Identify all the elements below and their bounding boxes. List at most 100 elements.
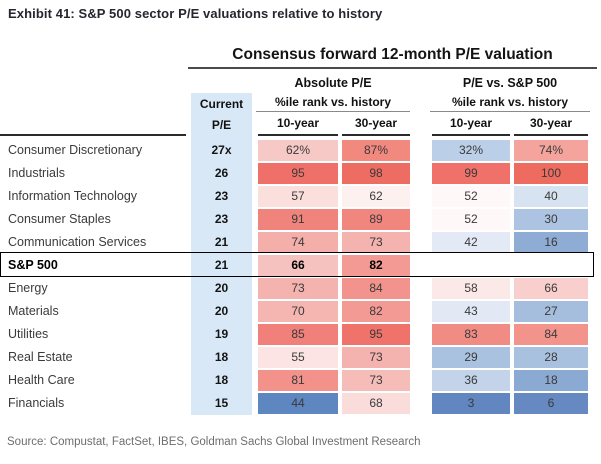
table-row: Consumer Discretionary 27x 62% 87% 32% 74% <box>0 139 601 162</box>
cell-abs30: 73 <box>342 347 410 368</box>
sector-label: Financials <box>8 396 65 410</box>
sector-label: Utilities <box>8 327 49 341</box>
current-pe-value: 18 <box>214 373 229 387</box>
sector-label: Consumer Staples <box>8 212 111 226</box>
exhibit-title: Exhibit 41: S&P 500 sector P/E valuation… <box>8 6 383 21</box>
current-pe-column-background <box>191 93 252 415</box>
cell-rel10: 3 <box>432 393 510 414</box>
cell-rel30: 30 <box>514 209 588 230</box>
current-pe-header-line2: P/E <box>211 118 232 132</box>
sector-label: Consumer Discretionary <box>8 143 143 157</box>
sector-label: Industrials <box>8 166 65 180</box>
current-pe-value: 20 <box>214 281 229 295</box>
col-header-rel-30yr: 30-year <box>514 116 588 136</box>
cell-abs10: 70 <box>258 301 338 322</box>
col-header-abs-30yr: 30-year <box>342 116 410 136</box>
cell-abs10: 74 <box>258 232 338 253</box>
sector-label: Information Technology <box>8 189 138 203</box>
cell-rel10: 43 <box>432 301 510 322</box>
cell-abs10: 55 <box>258 347 338 368</box>
table-row: Information Technology 23 57 62 52 40 <box>0 185 601 208</box>
cell-rel10: 83 <box>432 324 510 345</box>
current-pe-value: 21 <box>214 235 229 249</box>
cell-rel10: 36 <box>432 370 510 391</box>
current-pe-value: 20 <box>214 304 229 318</box>
current-pe-header-line1: Current <box>199 97 244 111</box>
cell-abs30: 82 <box>342 255 410 276</box>
current-pe-value: 27x <box>211 143 232 157</box>
cell-rel10: 29 <box>432 347 510 368</box>
cell-abs10: 62% <box>258 140 338 161</box>
table-row: Real Estate 18 55 73 29 28 <box>0 346 601 369</box>
cell-rel30: 6 <box>514 393 588 414</box>
table-row: Health Care 18 81 73 36 18 <box>0 369 601 392</box>
cell-rel10: 58 <box>432 278 510 299</box>
sector-label: Real Estate <box>8 350 73 364</box>
cell-rel30: 84 <box>514 324 588 345</box>
cell-abs30: 62 <box>342 186 410 207</box>
sector-label: Energy <box>8 281 48 295</box>
table-row: Consumer Staples 23 91 89 52 30 <box>0 208 601 231</box>
current-pe-value: 15 <box>214 396 229 410</box>
current-pe-value: 18 <box>214 350 229 364</box>
cell-abs10: 85 <box>258 324 338 345</box>
sector-label: Communication Services <box>8 235 147 249</box>
cell-abs10: 57 <box>258 186 338 207</box>
group-header-pe-vs-sp500: P/E vs. S&P 500 <box>462 76 558 90</box>
cell-abs30: 95 <box>342 324 410 345</box>
sector-label: S&P 500 <box>8 258 58 272</box>
cell-abs30: 84 <box>342 278 410 299</box>
cell-rel30: 100 <box>514 163 588 184</box>
cell-rel30: 18 <box>514 370 588 391</box>
cell-rel10 <box>432 255 510 276</box>
current-pe-value: 23 <box>214 212 229 226</box>
current-pe-value: 26 <box>214 166 229 180</box>
sector-label: Health Care <box>8 373 75 387</box>
table-row: Materials 20 70 82 43 27 <box>0 300 601 323</box>
sector-label: Materials <box>8 304 59 318</box>
table-row: S&P 500 21 66 82 <box>0 254 601 277</box>
cell-abs30: 73 <box>342 232 410 253</box>
cell-abs30: 87% <box>342 140 410 161</box>
cell-abs30: 73 <box>342 370 410 391</box>
cell-abs10: 91 <box>258 209 338 230</box>
cell-rel30: 16 <box>514 232 588 253</box>
cell-abs10: 44 <box>258 393 338 414</box>
cell-rel30 <box>514 255 588 276</box>
cell-abs10: 66 <box>258 255 338 276</box>
cell-rel30: 40 <box>514 186 588 207</box>
table-row: Industrials 26 95 98 99 100 <box>0 162 601 185</box>
cell-rel10: 42 <box>432 232 510 253</box>
cell-abs30: 68 <box>342 393 410 414</box>
source-note: Source: Compustat, FactSet, IBES, Goldma… <box>7 436 421 448</box>
current-pe-value: 19 <box>214 327 229 341</box>
table-row: Communication Services 21 74 73 42 16 <box>0 231 601 254</box>
cell-rel30: 66 <box>514 278 588 299</box>
cell-rel10: 99 <box>432 163 510 184</box>
cell-rel10: 32% <box>432 140 510 161</box>
cell-rel30: 27 <box>514 301 588 322</box>
current-pe-value: 23 <box>214 189 229 203</box>
col-header-abs-10yr: 10-year <box>258 116 338 136</box>
pctile-rank-header-relative: %ile rank vs. history <box>430 95 590 112</box>
cell-abs10: 81 <box>258 370 338 391</box>
cell-rel10: 52 <box>432 186 510 207</box>
cell-abs30: 98 <box>342 163 410 184</box>
group-header-absolute-pe: Absolute P/E <box>294 76 372 90</box>
col-header-rel-10yr: 10-year <box>432 116 510 136</box>
cell-abs30: 82 <box>342 301 410 322</box>
cell-abs10: 95 <box>258 163 338 184</box>
cell-rel10: 52 <box>432 209 510 230</box>
cell-abs10: 73 <box>258 278 338 299</box>
cell-rel30: 28 <box>514 347 588 368</box>
cell-rel30: 74% <box>514 140 588 161</box>
current-pe-value: 21 <box>214 258 229 272</box>
table-row: Energy 20 73 84 58 66 <box>0 277 601 300</box>
table-row: Financials 15 44 68 3 6 <box>0 392 601 415</box>
pctile-rank-header-absolute: %ile rank vs. history <box>256 95 410 112</box>
cell-abs30: 89 <box>342 209 410 230</box>
sector-column-header-underline <box>0 134 186 136</box>
table-title: Consensus forward 12-month P/E valuation <box>188 46 597 69</box>
table-row: Utilities 19 85 95 83 84 <box>0 323 601 346</box>
